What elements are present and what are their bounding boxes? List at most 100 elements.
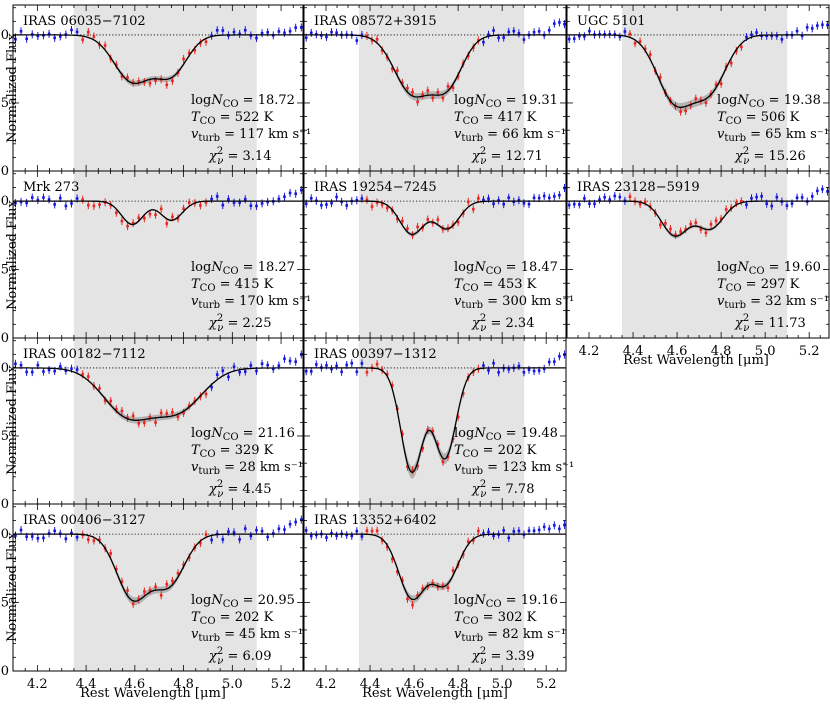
data-point	[171, 579, 174, 583]
data-point	[350, 361, 354, 365]
data-point	[131, 414, 135, 418]
annotation-vturb-value: 170 km s⁻¹	[239, 294, 311, 309]
data-point	[790, 202, 794, 205]
data-point	[542, 525, 546, 529]
data-point	[299, 188, 303, 192]
data-point	[527, 529, 531, 532]
model-curve	[304, 533, 566, 601]
data-point	[335, 31, 338, 35]
annotation-logN-value: 21.16	[258, 426, 295, 441]
data-point	[36, 198, 40, 202]
data-point	[304, 369, 308, 373]
data-point	[309, 370, 313, 373]
data-point	[699, 228, 703, 231]
data-point	[821, 23, 824, 27]
data-point	[426, 89, 430, 92]
annotation-chi2-value: 6.09	[243, 649, 272, 664]
x-tick-label: 5.0	[222, 677, 243, 692]
annotation-logN-value: 18.47	[521, 260, 558, 275]
data-point	[502, 202, 505, 206]
data-point	[283, 357, 286, 361]
annotation-T: TCO = 417 K	[454, 110, 537, 127]
panel-frame	[566, 170, 830, 339]
annotation-T-value: 522 K	[235, 110, 274, 125]
x-tick-label: 5.2	[799, 344, 820, 359]
x-tick-label: 4.6	[125, 677, 146, 692]
data-point	[115, 211, 118, 215]
data-point	[436, 585, 440, 589]
fit-region-shade	[622, 171, 788, 338]
annotation-logN: logNCO = 20.95	[191, 593, 295, 610]
annotation-vturb: vturb = 66 km s⁻¹	[454, 127, 566, 144]
data-point	[643, 200, 647, 204]
annotation-T-value: 297 K	[761, 277, 800, 292]
data-point	[187, 404, 191, 407]
data-point	[143, 590, 146, 593]
data-point	[137, 422, 141, 425]
data-point	[446, 85, 450, 88]
data-point	[345, 204, 349, 207]
data-point	[461, 392, 465, 395]
annotation-vturb-value: 28 km s⁻¹	[239, 460, 303, 475]
data-point	[517, 364, 521, 368]
x-tick-label: 5.2	[536, 677, 557, 692]
data-point	[232, 201, 236, 204]
panel-1: 0 0.5 1.0 IRAS 06035−7102 logNCO = 18.72TCO …	[0, 4, 311, 179]
annotation-logN: logNCO = 18.27	[191, 260, 295, 277]
annotation-T-value: 453 K	[498, 277, 537, 292]
data-point	[232, 531, 236, 534]
data-point	[553, 195, 556, 198]
data-point	[47, 198, 51, 201]
data-point	[497, 36, 500, 40]
data-point	[64, 537, 68, 541]
data-point	[36, 537, 40, 540]
data-point	[255, 204, 258, 208]
data-point	[679, 110, 682, 114]
data-point	[385, 545, 389, 549]
data-point	[659, 223, 662, 227]
data-point	[115, 63, 118, 67]
data-point	[92, 539, 96, 542]
data-point	[126, 224, 129, 228]
data-point	[109, 552, 113, 555]
data-point	[171, 215, 174, 219]
data-point	[255, 528, 258, 532]
annotation-logN: logNCO = 19.48	[454, 426, 558, 443]
data-point	[330, 367, 333, 371]
data-point	[330, 201, 333, 205]
data-point	[355, 529, 359, 533]
data-point	[370, 205, 374, 208]
annotation-chi2-value: 12.71	[506, 149, 543, 164]
data-point	[826, 23, 829, 27]
annotation-chi2-value: 4.45	[243, 482, 272, 497]
annotation-T: TCO = 453 K	[454, 277, 537, 294]
data-point	[563, 22, 566, 26]
data-point	[193, 48, 197, 52]
fit-region-shade	[73, 171, 257, 338]
data-point	[558, 193, 561, 197]
data-point	[165, 222, 169, 225]
fit-region-shade	[359, 171, 525, 338]
data-point	[98, 203, 101, 206]
data-point	[588, 202, 591, 206]
data-point	[30, 196, 34, 199]
data-point	[260, 529, 264, 533]
x-tick-label: 4.2	[316, 677, 337, 692]
data-point	[638, 202, 642, 206]
data-point	[816, 24, 819, 27]
data-point	[47, 368, 51, 372]
annotation-logN-value: 19.31	[521, 93, 558, 108]
data-point	[87, 375, 90, 378]
data-point	[360, 33, 364, 37]
data-point	[477, 529, 480, 533]
data-point	[115, 407, 118, 411]
annotation-chi2: χ2 ν = 2.34	[471, 313, 534, 334]
data-point	[456, 415, 460, 419]
data-point	[699, 99, 703, 102]
data-point	[204, 392, 208, 396]
data-point	[199, 541, 202, 545]
data-point	[436, 442, 440, 446]
data-point	[131, 602, 135, 606]
x-tick-label: 5.2	[271, 677, 292, 692]
data-point	[719, 82, 723, 86]
